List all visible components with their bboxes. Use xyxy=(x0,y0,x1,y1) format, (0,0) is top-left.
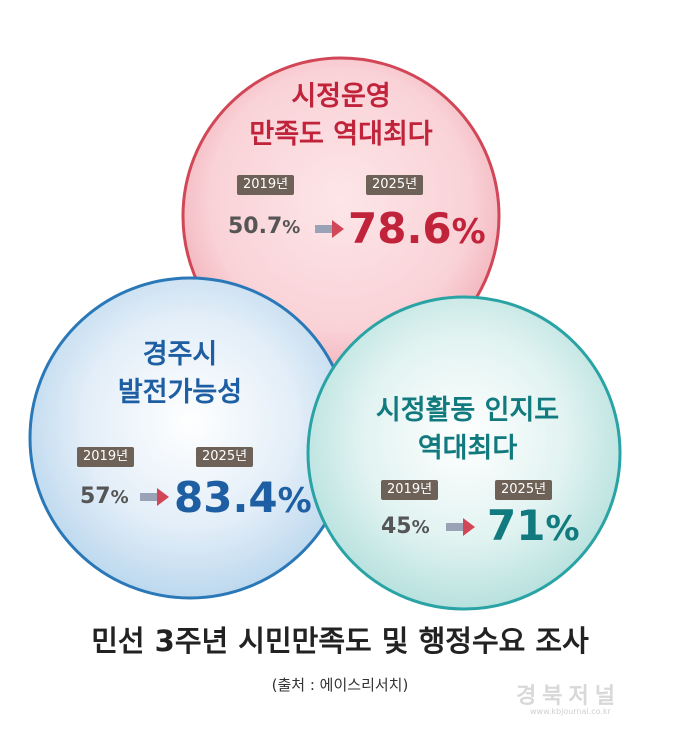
top-year-new-badge: 2025년 xyxy=(366,175,424,195)
left-title: 경주시 발전가능성 xyxy=(80,336,280,412)
left-old-value: 57% xyxy=(80,484,129,509)
right-title-line1: 시정활동 인지도 xyxy=(375,395,560,426)
right-year-old-badge: 2019년 xyxy=(381,480,439,500)
left-new-value: 83.4% xyxy=(174,473,312,522)
left-year-old-badge: 2019년 xyxy=(77,447,135,467)
top-title-line1: 시정운영 xyxy=(291,81,391,112)
main-title: 민선 3주년 시민만족도 및 행정수요 조사 xyxy=(91,624,589,658)
top-old-value: 50.7% xyxy=(228,214,301,239)
right-old-value: 45% xyxy=(381,514,430,539)
circle-right xyxy=(306,295,622,611)
left-year-new-badge: 2025년 xyxy=(196,447,254,467)
top-arrow-icon xyxy=(315,220,344,238)
circle-left xyxy=(28,276,352,600)
top-title-line2: 만족도 역대최다 xyxy=(249,119,433,150)
right-title: 시정활동 인지도 역대최다 xyxy=(340,392,595,468)
left-title-line2: 발전가능성 xyxy=(117,377,243,408)
source-caption: (출처 : 에이스리서치) xyxy=(271,676,409,694)
watermark-url: www.kbjournal.co.kr xyxy=(530,707,611,716)
right-year-new-badge: 2025년 xyxy=(495,480,553,500)
top-new-value: 78.6% xyxy=(348,204,486,253)
watermark-logo: 경북저널 xyxy=(516,684,621,709)
top-title: 시정운영 만족도 역대최다 xyxy=(220,78,462,154)
left-title-line1: 경주시 xyxy=(142,339,218,370)
top-year-old-badge: 2019년 xyxy=(237,175,295,195)
right-title-line2: 역대최다 xyxy=(417,433,518,464)
right-new-value: 71% xyxy=(487,501,580,550)
left-arrow-icon xyxy=(140,488,169,506)
right-arrow-icon xyxy=(446,518,475,536)
